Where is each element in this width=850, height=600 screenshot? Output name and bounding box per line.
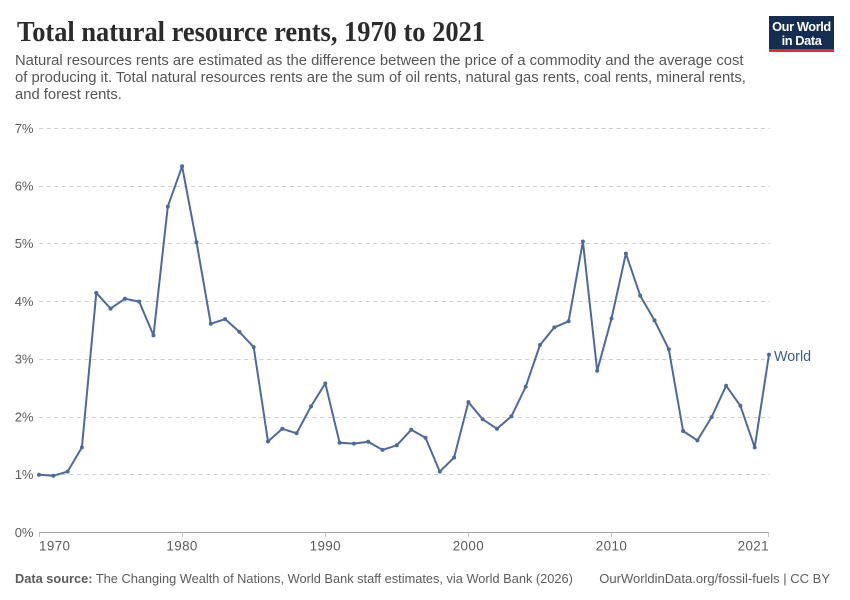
svg-text:1970: 1970 — [39, 539, 70, 554]
svg-text:1990: 1990 — [310, 539, 341, 554]
svg-text:0%: 0% — [15, 525, 34, 540]
svg-text:7%: 7% — [15, 121, 34, 136]
svg-text:2021: 2021 — [738, 539, 769, 554]
svg-text:2000: 2000 — [453, 539, 484, 554]
svg-text:1%: 1% — [15, 467, 34, 482]
svg-text:4%: 4% — [15, 294, 34, 309]
svg-text:6%: 6% — [15, 179, 34, 194]
svg-text:2010: 2010 — [596, 539, 627, 554]
svg-text:3%: 3% — [15, 352, 34, 367]
svg-text:2%: 2% — [15, 409, 34, 424]
svg-text:1980: 1980 — [166, 539, 197, 554]
svg-text:5%: 5% — [15, 236, 34, 251]
svg-text:World: World — [774, 349, 811, 365]
